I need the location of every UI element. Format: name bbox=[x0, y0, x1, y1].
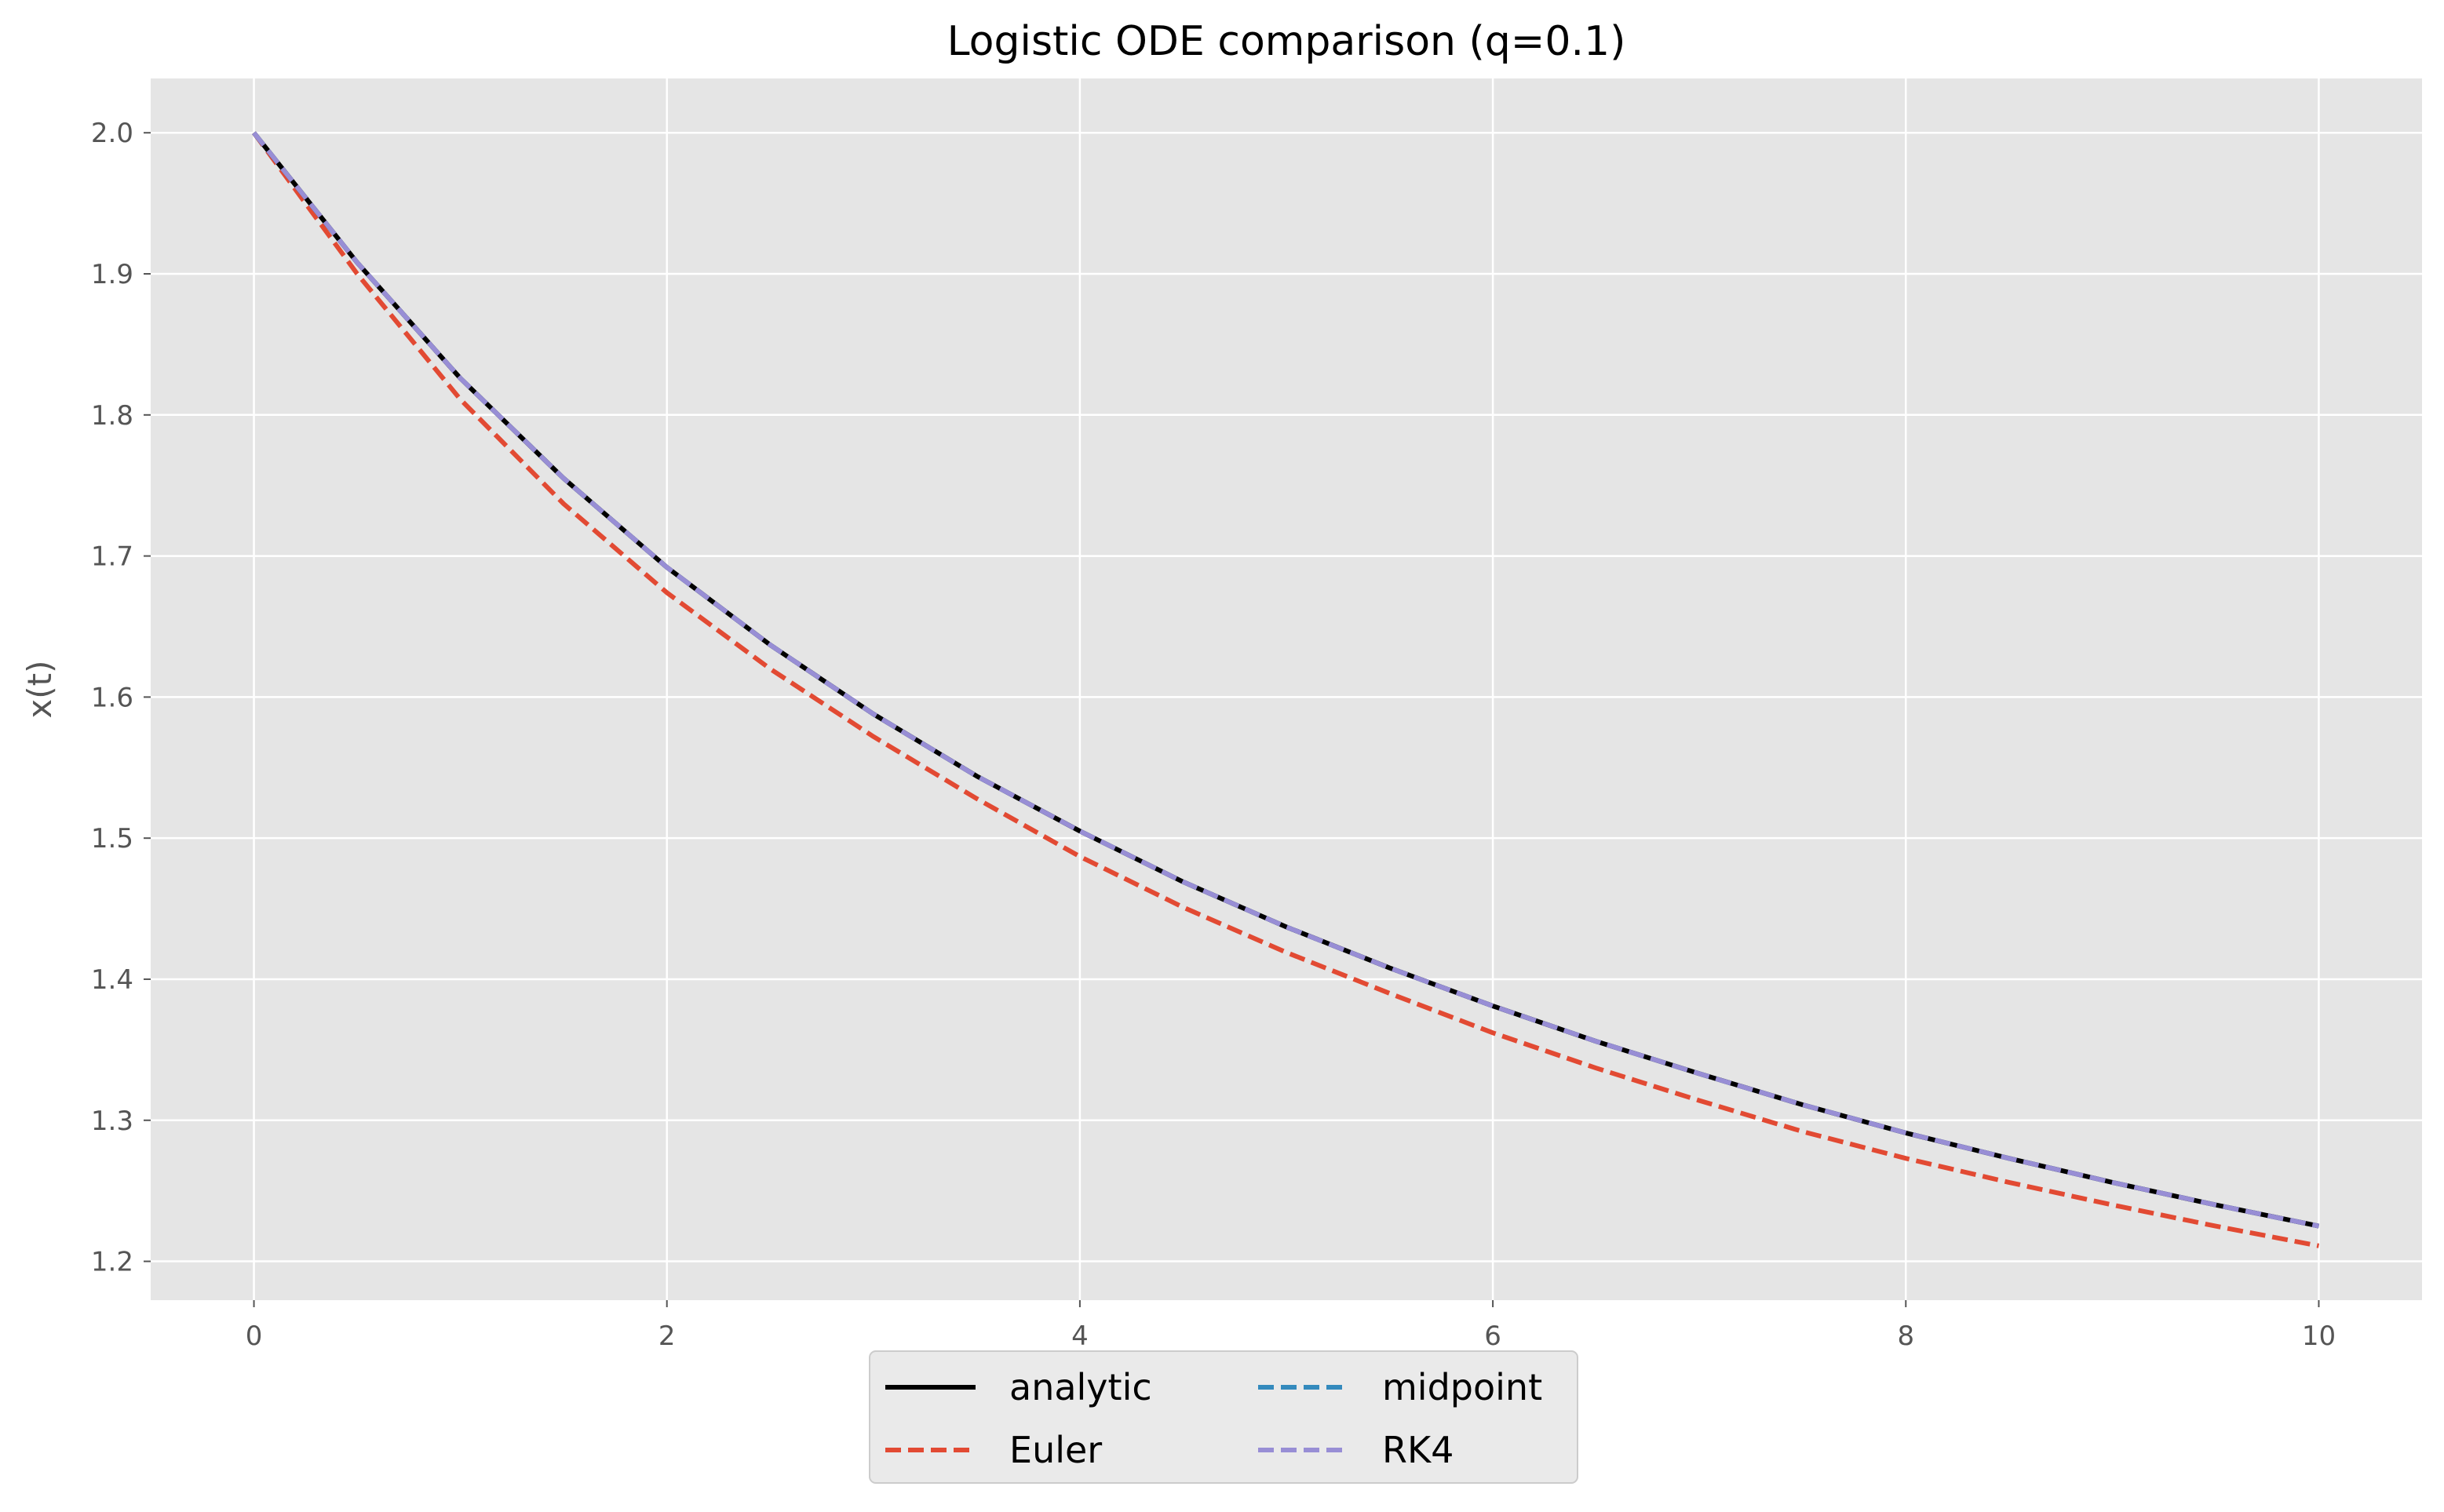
tick-labels: 0 2 4 6 8 10 1.2 1.3 1.4 1.5 1.6 1.7 1.8 1.9 2.0 bbox=[91, 118, 2336, 1352]
x-tick-label: 4 bbox=[1071, 1321, 1089, 1352]
y-tick-label: 1.5 bbox=[91, 823, 133, 854]
legend-item-euler: Euler bbox=[885, 1429, 1102, 1471]
legend-items: analytic Euler midpoint RK4 bbox=[885, 1366, 1542, 1471]
legend-item-midpoint: midpoint bbox=[1258, 1366, 1542, 1408]
series-lines bbox=[252, 131, 2320, 1248]
x-tick-label: 0 bbox=[246, 1321, 263, 1352]
y-tick-label: 1.3 bbox=[91, 1106, 133, 1137]
legend-label: analytic bbox=[1009, 1366, 1152, 1408]
x-tick-label: 2 bbox=[658, 1321, 676, 1352]
legend-box bbox=[869, 1350, 1578, 1484]
x-tick-label: 6 bbox=[1484, 1321, 1501, 1352]
y-tick-label: 2.0 bbox=[91, 118, 133, 149]
x-tick-label: 8 bbox=[1897, 1321, 1914, 1352]
series-line-euler bbox=[252, 131, 2320, 1248]
x-tick-label: 10 bbox=[2302, 1321, 2336, 1352]
y-tick-label: 1.9 bbox=[91, 259, 133, 290]
legend-label: Euler bbox=[1009, 1429, 1102, 1471]
tick-marks bbox=[144, 132, 2320, 1307]
chart-title: Logistic ODE comparison (q=0.1) bbox=[947, 18, 1626, 65]
legend-label: midpoint bbox=[1382, 1366, 1542, 1408]
plot-area bbox=[151, 78, 2422, 1300]
series-line-rk4 bbox=[252, 131, 2320, 1229]
y-tick-label: 1.2 bbox=[91, 1247, 133, 1278]
y-tick-label: 1.4 bbox=[91, 964, 133, 996]
legend-item-rk4: RK4 bbox=[1258, 1429, 1454, 1471]
legend-item-analytic: analytic bbox=[885, 1366, 1152, 1408]
y-tick-label: 1.6 bbox=[91, 682, 133, 713]
legend: analytic Euler midpoint RK4 bbox=[869, 1350, 1578, 1484]
y-tick-label: 1.8 bbox=[91, 400, 133, 432]
y-axis-label: x(t) bbox=[20, 660, 59, 718]
y-tick-label: 1.7 bbox=[91, 541, 133, 573]
legend-label: RK4 bbox=[1382, 1429, 1454, 1471]
grid bbox=[151, 78, 2422, 1300]
